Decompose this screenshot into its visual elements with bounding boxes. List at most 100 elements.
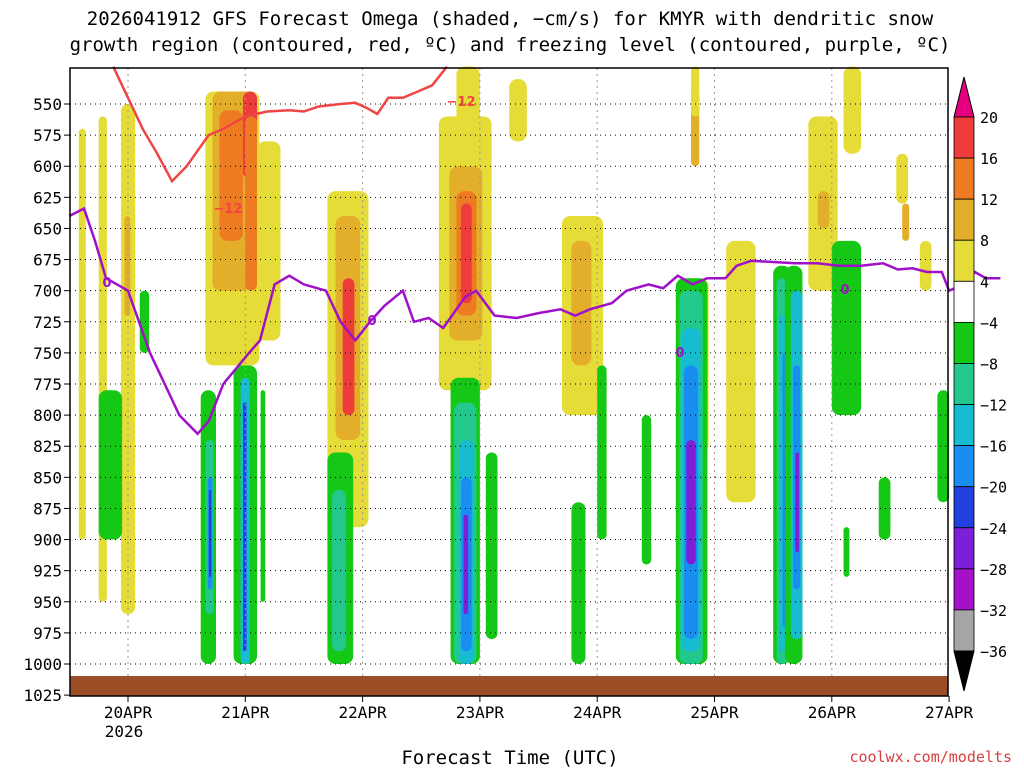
downward-motion-cell [98, 390, 123, 540]
upward-motion-cell [726, 240, 756, 503]
colorbar-label: −24 [980, 520, 1007, 538]
colorbar-bin [953, 568, 975, 611]
x-axis-label: Forecast Time (UTC) [401, 747, 618, 768]
downward-motion-cell [831, 240, 862, 416]
upward-motion-cell [509, 79, 527, 142]
upward-motion-cell [896, 153, 909, 204]
dgz-minus12-contour [112, 65, 448, 184]
downward-motion-cell [332, 489, 347, 652]
x-tick-label: 23APR [456, 703, 505, 722]
colorbar-bin [953, 527, 975, 570]
colorbar-bin [953, 116, 975, 159]
y-tick-label: 750 [33, 344, 62, 363]
colorbar-bin [953, 239, 975, 282]
y-tick-label: 800 [33, 406, 62, 425]
y-tick-label: 950 [33, 593, 62, 612]
colorbar-label: 16 [980, 150, 998, 168]
upward-motion-cell [120, 104, 136, 615]
y-tick-label: 775 [33, 375, 62, 394]
y-tick-label: 875 [33, 499, 62, 518]
y-tick-label: 600 [33, 157, 62, 176]
upward-motion-cell [78, 128, 86, 540]
colorbar-bin [953, 321, 975, 364]
downward-motion-cell [937, 390, 950, 503]
dgz-minus12-contour-label: −12 [214, 202, 243, 217]
downward-motion-cell [795, 452, 799, 552]
x-tick-label: 20APR [104, 703, 153, 722]
colorbar-label: −36 [980, 643, 1007, 661]
y-tick-label: 975 [33, 624, 62, 643]
y-tick-label: 700 [33, 282, 62, 301]
upward-motion-cell [124, 216, 131, 316]
freezing-level-contour-label: 0 [840, 283, 849, 298]
upward-motion-cell [902, 203, 910, 241]
x-tick-label: 26APR [808, 703, 857, 722]
colorbar-label: −12 [980, 397, 1007, 415]
freezing-level-contour-label: 0 [102, 276, 111, 291]
y-tick-label: 825 [33, 437, 62, 456]
x-tick-label: 25APR [690, 703, 739, 722]
x-tick-label: 22APR [339, 703, 388, 722]
y-tick-label: 925 [33, 562, 62, 581]
y-tick-label: 550 [33, 95, 62, 114]
x-axis-year: 2026 [105, 722, 144, 741]
y-tick-label: 625 [33, 188, 62, 207]
downward-motion-cell [208, 489, 212, 577]
downward-motion-cell [485, 452, 498, 640]
contours: 0 0 0 0 −12 −12 [68, 65, 1001, 436]
y-tick-label: 900 [33, 531, 62, 550]
colorbar-bin [953, 609, 975, 652]
upward-motion-cell [456, 66, 480, 167]
gridlines [70, 68, 948, 696]
upward-motion-cell [342, 278, 355, 416]
colorbar-label: −4 [980, 314, 998, 332]
colorbar-bin [953, 486, 975, 529]
colorbar-label: −16 [980, 438, 1007, 456]
y-tick-label: 675 [33, 251, 62, 270]
plot-frame [69, 67, 949, 697]
upward-motion-cell [843, 66, 862, 154]
colorbar-label: −32 [980, 602, 1007, 620]
colorbar-label: 4 [980, 273, 989, 291]
upward-motion-cell [919, 240, 932, 291]
plot-area: 0 0 0 0 −12 −12 [68, 65, 1001, 697]
y-axis: 550 575 600 625 650 675 700 725 750 775 800 825 850 8… [23, 95, 70, 705]
y-tick-label: 850 [33, 468, 62, 487]
downward-motion-cell [686, 440, 696, 565]
x-tick-label: 21APR [221, 703, 270, 722]
colorbar-label: −20 [980, 479, 1007, 497]
downward-motion-cell [641, 415, 652, 565]
upward-motion-cell [257, 141, 281, 341]
dgz-minus12-contour-label: −12 [447, 95, 476, 110]
colorbar-label: −8 [980, 355, 998, 373]
colorbar-bin [953, 363, 975, 405]
ground-terrain [70, 676, 948, 696]
colorbar-bin [953, 445, 975, 488]
upward-motion-cell [817, 191, 830, 229]
upward-motion-cell [461, 203, 472, 304]
colorbar-arrow-top [953, 76, 975, 118]
x-tick-label: 27APR [925, 703, 974, 722]
chart-title-line1: 2026041912 GFS Forecast Omega (shaded, −… [87, 8, 934, 30]
x-tick-label: 24APR [573, 703, 622, 722]
colorbar: 20 16 12 8 4 −4 −8 −12 −16 −20 −24 −28 −32 −36 [953, 76, 1007, 692]
colorbar-bin [953, 157, 975, 200]
colorbar-label: −28 [980, 561, 1007, 579]
downward-motion-cell [463, 514, 469, 615]
downward-motion-cell [878, 477, 891, 540]
downward-motion-cell [139, 290, 150, 353]
colorbar-bin [953, 280, 975, 323]
downward-motion-cell [843, 527, 850, 577]
downward-motion-cell [571, 502, 586, 664]
colorbar-arrow-bottom [953, 650, 975, 692]
chart-title-line2: growth region (contoured, red, ºC) and f… [70, 34, 951, 56]
colorbar-bin [953, 404, 975, 447]
credit-text: coolwx.com/modelts [849, 748, 1012, 766]
downward-motion-cell [597, 365, 607, 540]
freezing-level-contour [68, 206, 1001, 436]
freezing-level-contour-label: 0 [367, 314, 376, 329]
upward-motion-cell [219, 110, 243, 241]
y-tick-label: 650 [33, 219, 62, 238]
y-tick-label: 575 [33, 126, 62, 145]
